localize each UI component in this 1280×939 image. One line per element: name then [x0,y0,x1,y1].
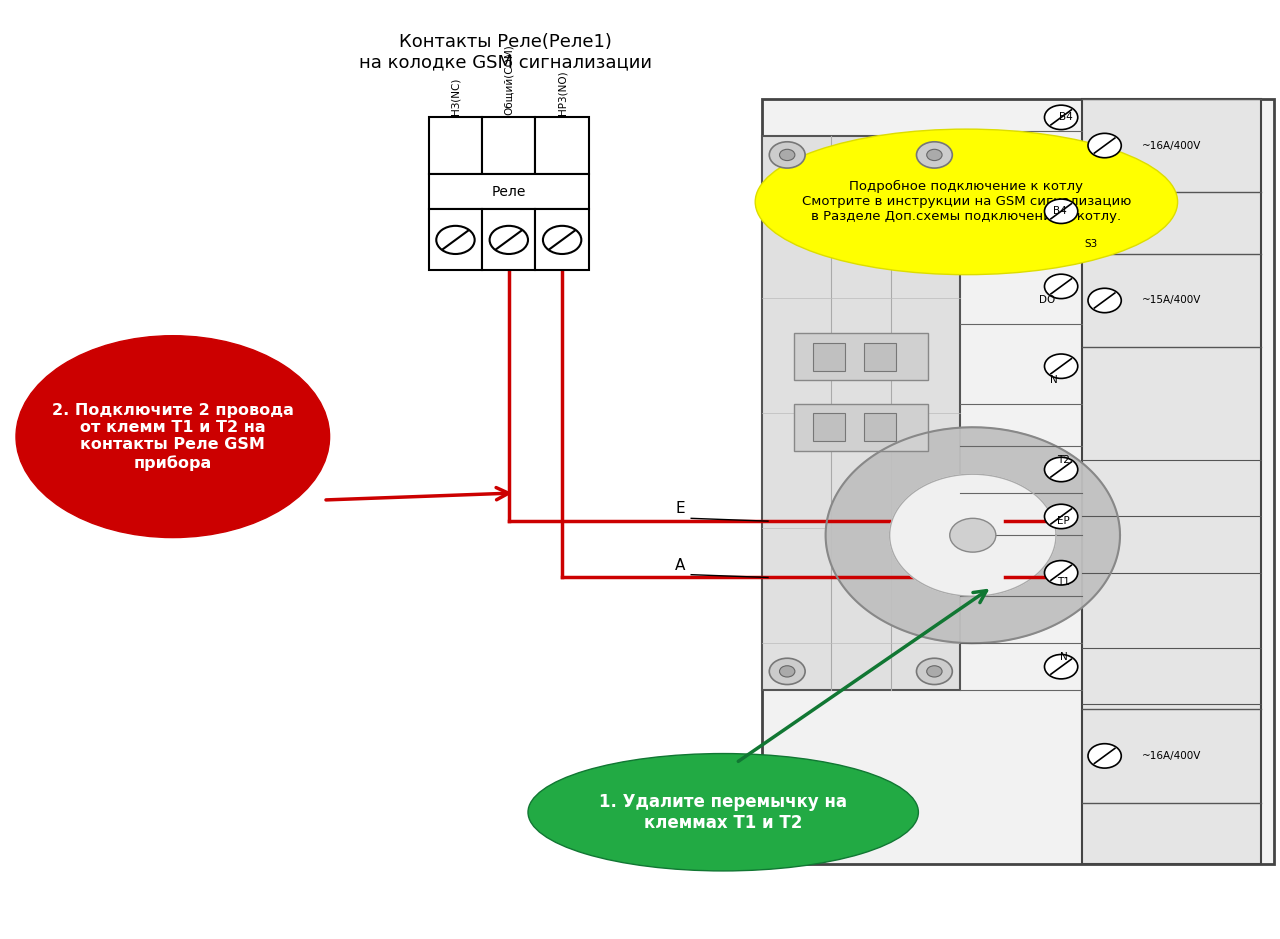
Text: ~16A/400V: ~16A/400V [1142,141,1201,150]
Bar [864,413,896,441]
Text: N: N [1050,376,1057,385]
Bar [535,117,589,174]
Ellipse shape [755,129,1178,275]
Text: ~16A/400V: ~16A/400V [1142,751,1201,761]
Text: Реле: Реле [492,185,526,198]
Circle shape [780,666,795,677]
Text: T1: T1 [1057,577,1070,587]
Text: Контакты Реле(Реле1)
на колодке GSM сигнализации: Контакты Реле(Реле1) на колодке GSM сигн… [360,33,652,71]
Text: A: A [675,558,685,573]
Bar [813,343,845,371]
Text: Общий(COM): Общий(COM) [504,44,513,115]
Bar [794,333,928,380]
Circle shape [1044,457,1078,482]
Polygon shape [890,474,1056,596]
Text: DO: DO [1039,296,1055,305]
Circle shape [780,149,795,161]
Circle shape [1044,504,1078,529]
Text: N: N [1060,653,1068,662]
Circle shape [436,225,475,254]
Text: 1. Удалите перемычку на
клеммах Т1 и Т2: 1. Удалите перемычку на клеммах Т1 и Т2 [599,793,847,832]
Circle shape [927,149,942,161]
Circle shape [916,658,952,685]
Bar [535,209,589,270]
Circle shape [1044,561,1078,585]
Bar [762,99,1274,864]
Bar [429,117,483,174]
Text: B4: B4 [1053,207,1066,216]
Circle shape [1088,744,1121,768]
Circle shape [1088,288,1121,313]
Bar [794,404,928,451]
Bar [864,343,896,371]
Text: 2. Подключите 2 провода
от клемм Т1 и Т2 на
контакты Реле GSM
прибора: 2. Подключите 2 провода от клемм Т1 и Т2… [52,403,293,470]
Circle shape [769,142,805,168]
Circle shape [950,518,996,552]
Circle shape [1044,105,1078,130]
Bar [813,413,845,441]
Text: НЗ(NC): НЗ(NC) [451,77,461,115]
Circle shape [927,666,942,677]
Bar [429,209,483,270]
Circle shape [1044,354,1078,378]
Bar [483,209,535,270]
Bar [483,117,535,174]
Text: EP: EP [1057,516,1070,526]
Circle shape [916,142,952,168]
Bar [762,136,960,690]
Circle shape [1044,654,1078,679]
Circle shape [543,225,581,254]
Circle shape [490,225,529,254]
Text: T2: T2 [1057,455,1070,465]
Circle shape [769,658,805,685]
Text: B4: B4 [1060,113,1073,122]
Text: НР3(NO): НР3(NO) [557,69,567,115]
Circle shape [1088,133,1121,158]
Ellipse shape [529,753,918,871]
Circle shape [1044,199,1078,223]
Text: Подробное подключение к котлу
Смотрите в инструкции на GSM сигнализацию
в Раздел: Подробное подключение к котлу Смотрите в… [801,180,1132,223]
Text: S3: S3 [1084,239,1097,249]
Ellipse shape [15,336,330,537]
Polygon shape [826,427,1120,643]
Bar [1082,99,1261,864]
Bar [429,174,589,209]
Text: ~15A/400V: ~15A/400V [1142,296,1201,305]
Circle shape [1044,274,1078,299]
Text: E: E [675,501,685,516]
